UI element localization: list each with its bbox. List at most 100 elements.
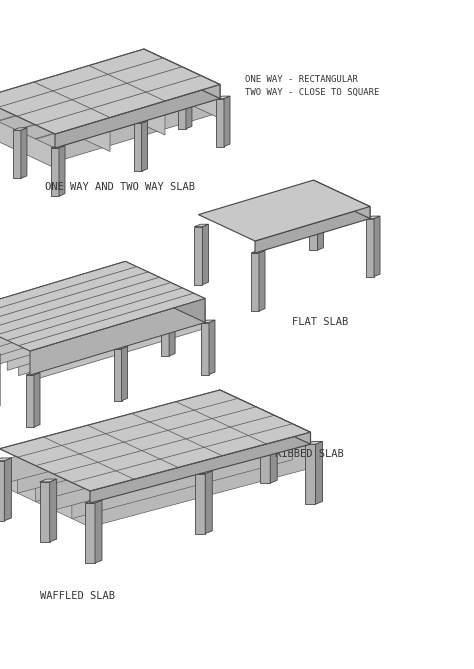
Polygon shape	[201, 320, 215, 322]
Polygon shape	[51, 148, 59, 196]
Polygon shape	[178, 78, 192, 81]
Polygon shape	[225, 399, 232, 462]
Polygon shape	[57, 88, 65, 136]
Polygon shape	[251, 253, 259, 311]
Polygon shape	[144, 63, 220, 118]
Polygon shape	[0, 280, 148, 355]
Polygon shape	[216, 98, 224, 147]
Polygon shape	[121, 285, 129, 337]
Polygon shape	[140, 61, 154, 63]
Polygon shape	[34, 312, 42, 363]
Polygon shape	[121, 347, 128, 401]
Polygon shape	[194, 227, 202, 284]
Polygon shape	[306, 444, 316, 504]
Polygon shape	[36, 90, 201, 153]
Polygon shape	[366, 219, 374, 276]
Polygon shape	[17, 81, 182, 145]
Polygon shape	[202, 224, 209, 284]
Polygon shape	[194, 224, 209, 227]
Polygon shape	[30, 306, 205, 381]
Polygon shape	[215, 399, 232, 402]
Polygon shape	[366, 216, 380, 219]
Polygon shape	[134, 121, 147, 123]
Polygon shape	[260, 420, 277, 423]
Polygon shape	[85, 500, 102, 503]
Polygon shape	[224, 96, 230, 147]
Polygon shape	[18, 301, 193, 376]
Polygon shape	[90, 432, 310, 503]
Polygon shape	[90, 444, 310, 527]
Polygon shape	[121, 283, 135, 285]
Polygon shape	[26, 375, 34, 427]
Polygon shape	[113, 347, 128, 349]
Polygon shape	[40, 479, 57, 482]
Polygon shape	[0, 112, 55, 168]
Polygon shape	[215, 402, 225, 462]
Polygon shape	[115, 429, 122, 491]
Polygon shape	[178, 81, 186, 128]
Polygon shape	[13, 128, 27, 130]
Polygon shape	[51, 146, 65, 148]
Polygon shape	[44, 449, 134, 515]
Polygon shape	[270, 420, 277, 483]
Polygon shape	[374, 216, 380, 276]
Polygon shape	[216, 96, 230, 98]
Polygon shape	[176, 413, 266, 480]
Polygon shape	[220, 390, 310, 444]
Polygon shape	[134, 123, 142, 171]
Polygon shape	[85, 503, 95, 563]
Polygon shape	[54, 427, 274, 510]
Polygon shape	[132, 425, 222, 492]
Polygon shape	[0, 262, 205, 351]
Polygon shape	[161, 302, 175, 304]
Polygon shape	[169, 302, 175, 356]
Polygon shape	[148, 61, 154, 111]
Polygon shape	[65, 86, 72, 136]
Polygon shape	[95, 500, 102, 563]
Polygon shape	[255, 207, 370, 253]
Polygon shape	[140, 63, 148, 111]
Polygon shape	[105, 432, 115, 491]
Polygon shape	[260, 423, 270, 483]
Polygon shape	[220, 402, 310, 468]
Polygon shape	[113, 349, 121, 401]
Polygon shape	[34, 309, 48, 312]
Polygon shape	[0, 285, 159, 360]
Polygon shape	[125, 262, 205, 322]
Polygon shape	[129, 283, 135, 337]
Polygon shape	[105, 429, 122, 432]
Polygon shape	[18, 410, 238, 493]
Polygon shape	[0, 63, 144, 126]
Polygon shape	[313, 180, 370, 219]
Polygon shape	[42, 309, 48, 363]
Polygon shape	[0, 461, 4, 520]
Text: ONE WAY AND TWO WAY SLAB: ONE WAY AND TWO WAY SLAB	[45, 182, 195, 192]
Polygon shape	[0, 72, 163, 135]
Polygon shape	[0, 49, 220, 134]
Polygon shape	[0, 290, 171, 365]
Text: WAFFLED SLAB: WAFFLED SLAB	[40, 591, 115, 601]
Polygon shape	[310, 192, 318, 250]
Polygon shape	[4, 458, 11, 520]
Polygon shape	[13, 130, 21, 178]
Polygon shape	[195, 471, 212, 474]
Polygon shape	[142, 121, 147, 171]
Polygon shape	[57, 86, 72, 88]
Polygon shape	[0, 461, 90, 527]
Polygon shape	[21, 128, 27, 178]
Polygon shape	[318, 190, 323, 250]
Polygon shape	[0, 458, 11, 461]
Polygon shape	[209, 320, 215, 375]
Polygon shape	[88, 438, 178, 504]
Polygon shape	[201, 322, 209, 375]
Polygon shape	[144, 49, 220, 98]
Polygon shape	[55, 84, 220, 148]
Polygon shape	[0, 390, 310, 491]
Polygon shape	[316, 442, 322, 504]
Polygon shape	[0, 274, 137, 349]
Polygon shape	[72, 436, 292, 518]
Polygon shape	[55, 98, 220, 162]
Polygon shape	[306, 442, 322, 444]
Polygon shape	[186, 78, 192, 128]
Polygon shape	[30, 298, 205, 375]
